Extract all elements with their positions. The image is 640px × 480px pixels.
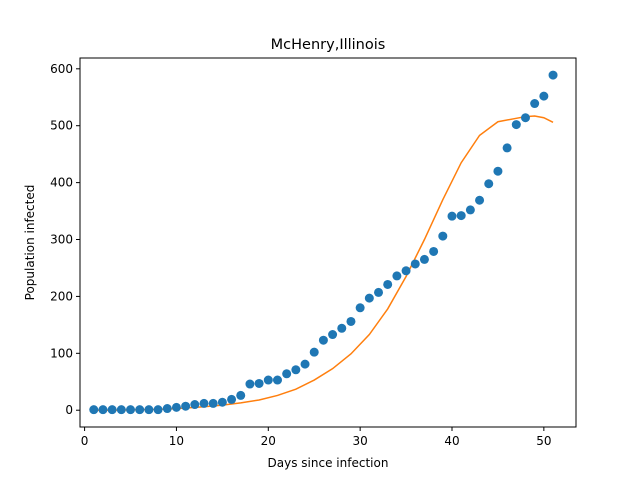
data-point [502, 143, 512, 153]
y-tick-label: 200 [50, 289, 73, 303]
data-point [484, 179, 494, 189]
x-axis: 0 10 20 30 40 50 [81, 427, 551, 448]
y-axis: 0 100 200 300 400 500 600 [50, 62, 80, 417]
data-point [162, 404, 172, 414]
data-point [199, 398, 209, 408]
x-tick-label: 40 [444, 434, 459, 448]
x-tick-label: 0 [81, 434, 89, 448]
data-point [419, 254, 429, 264]
y-axis-label: Population infected [23, 185, 37, 301]
data-point [171, 402, 181, 412]
data-point [429, 246, 439, 256]
data-point [447, 211, 457, 221]
scatter-series [89, 70, 558, 415]
data-point [98, 405, 108, 415]
data-point [254, 378, 264, 388]
x-tick-label: 30 [353, 434, 368, 448]
data-point [144, 405, 154, 415]
x-tick-label: 50 [536, 434, 551, 448]
y-tick-label: 400 [50, 176, 73, 190]
data-point [135, 405, 145, 415]
data-point [89, 405, 99, 415]
data-point [107, 405, 117, 415]
data-point [245, 379, 255, 389]
data-point [530, 99, 540, 109]
data-point [208, 398, 218, 408]
data-point [300, 359, 310, 369]
data-point [364, 293, 374, 303]
data-point [309, 347, 319, 357]
data-point [475, 195, 485, 205]
chart-title: McHenry,Illinois [271, 37, 386, 53]
data-point [263, 375, 273, 385]
x-tick-label: 10 [169, 434, 184, 448]
data-point [493, 166, 503, 176]
data-point [410, 259, 420, 269]
data-point [181, 401, 191, 411]
data-point [282, 369, 292, 379]
y-tick-label: 0 [65, 403, 73, 417]
data-point [217, 397, 227, 407]
y-tick-label: 600 [50, 62, 73, 76]
data-point [374, 287, 384, 297]
data-point [438, 231, 448, 241]
data-point [465, 205, 475, 215]
data-point [355, 303, 365, 313]
data-point [126, 405, 136, 415]
data-point [456, 211, 466, 221]
data-point [383, 279, 393, 289]
data-point [153, 405, 163, 415]
plot-frame [79, 57, 577, 428]
y-tick-label: 300 [50, 233, 73, 247]
data-point [236, 390, 246, 400]
y-tick-label: 100 [50, 346, 73, 360]
data-point [520, 113, 530, 123]
data-point [116, 405, 126, 415]
data-point [346, 316, 356, 326]
data-point [401, 266, 411, 276]
y-tick-label: 500 [50, 119, 73, 133]
data-point [318, 335, 328, 345]
data-point [539, 91, 549, 101]
x-axis-label: Days since infection [268, 456, 389, 470]
data-point [190, 400, 200, 410]
data-point [511, 120, 521, 130]
data-point [272, 375, 282, 385]
data-point [392, 271, 402, 281]
x-tick-label: 20 [261, 434, 276, 448]
data-point [337, 323, 347, 333]
data-point [328, 330, 338, 340]
data-point [227, 394, 237, 404]
data-point [548, 70, 558, 80]
data-point [291, 365, 301, 375]
